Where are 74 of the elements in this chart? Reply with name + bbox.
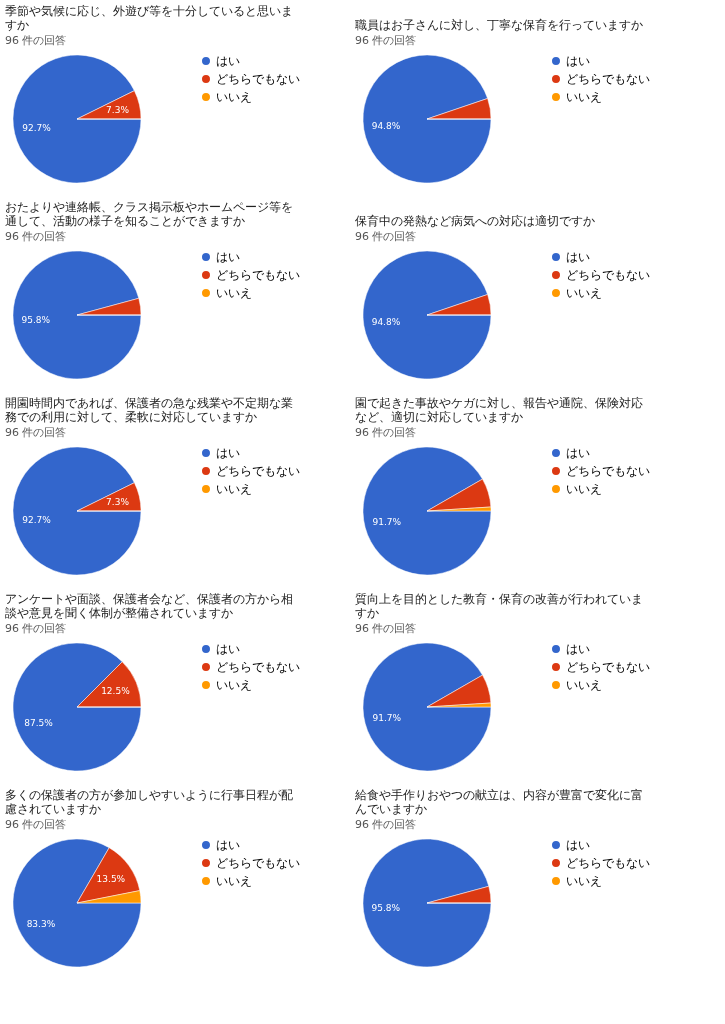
chart-subtitle: 96 件の回答 — [355, 230, 417, 243]
pie-slice — [362, 446, 492, 576]
legend-label: どちらでもない — [566, 856, 650, 870]
pie-slice — [12, 54, 142, 184]
data-label: 92.7% — [22, 123, 52, 134]
data-label: 91.7% — [372, 516, 402, 527]
chart-subtitle: 96 件の回答 — [5, 622, 67, 635]
chart-title: 園で起きた事故やケガに対し、報告や通院、保険対応など、適切に対応していますか — [355, 396, 643, 424]
pie-slice — [12, 446, 142, 576]
chart-title: 多くの保護者の方が参加しやすいように行事日程が配慮されていますか — [5, 788, 293, 816]
legend-label: いいえ — [216, 482, 252, 496]
chart-subtitle: 96 件の回答 — [5, 426, 67, 439]
legend-label: はい — [216, 250, 240, 264]
chart-subtitle: 96 件の回答 — [5, 818, 67, 831]
legend-label: どちらでもない — [566, 268, 650, 282]
chart-subtitle: 96 件の回答 — [5, 34, 67, 47]
legend-label: どちらでもない — [216, 72, 300, 86]
data-label: 94.8% — [371, 120, 401, 131]
legend-label: はい — [566, 54, 590, 68]
chart-subtitle: 96 件の回答 — [355, 426, 417, 439]
legend-label: はい — [216, 446, 240, 460]
legend-label: いいえ — [216, 286, 252, 300]
legend-label: いいえ — [216, 874, 252, 888]
chart-subtitle: 96 件の回答 — [355, 622, 417, 635]
legend-label: どちらでもない — [216, 660, 300, 674]
chart-title: 職員はお子さんに対し、丁寧な保育を行っていますか — [355, 18, 643, 32]
chart-subtitle: 96 件の回答 — [355, 34, 417, 47]
legend-label: どちらでもない — [216, 464, 300, 478]
chart-title: おたよりや連絡帳、クラス掲示板やホームページ等を通して、活動の様子を知ることができますか — [5, 200, 293, 228]
legend-label: いいえ — [566, 678, 602, 692]
pie-slice — [362, 838, 492, 968]
legend-label: はい — [566, 446, 590, 460]
legend-label: はい — [566, 838, 590, 852]
data-label: 13.5% — [96, 873, 126, 884]
data-label: 95.8% — [21, 315, 51, 326]
legend-label: はい — [216, 54, 240, 68]
legend-label: どちらでもない — [566, 72, 650, 86]
legend-label: どちらでもない — [216, 268, 300, 282]
legend-label: どちらでもない — [566, 464, 650, 478]
data-label: 91.7% — [372, 712, 402, 723]
chart-title: 質向上を目的とした教育・保育の改善が行われていますか — [355, 592, 643, 620]
pie-slice — [12, 250, 142, 380]
legend-label: いいえ — [216, 90, 252, 104]
legend-label: いいえ — [566, 286, 602, 300]
legend-label: はい — [566, 250, 590, 264]
chart-subtitle: 96 件の回答 — [355, 818, 417, 831]
data-label: 95.8% — [371, 903, 401, 914]
data-label: 92.7% — [22, 515, 52, 526]
legend-label: はい — [216, 838, 240, 852]
chart-title: 開園時間内であれば、保護者の急な残業や不定期な業務での利用に対して、柔軟に対応していますか — [5, 396, 293, 424]
data-label: 87.5% — [24, 717, 54, 728]
pie-slice — [12, 838, 142, 968]
chart-title: アンケートや面談、保護者会など、保護者の方から相談や意見を聞く体制が整備されていますか — [5, 592, 293, 620]
legend-label: はい — [566, 642, 590, 656]
chart-title: 給食や手作りおやつの献立は、内容が豊富で変化に富んでいますか — [354, 788, 643, 816]
data-label: 83.3% — [26, 918, 56, 929]
data-label: 94.8% — [371, 316, 401, 327]
legend-label: どちらでもない — [216, 856, 300, 870]
chart-title: 季節や気候に応じ、外遊び等を十分していると思いますか — [5, 4, 293, 32]
pie-slice — [362, 54, 492, 184]
pie-slice — [362, 642, 492, 772]
pie-slice — [362, 250, 492, 380]
data-label: 12.5% — [101, 686, 131, 697]
data-label: 7.3% — [106, 496, 130, 507]
legend-label: はい — [216, 642, 240, 656]
legend-label: いいえ — [216, 678, 252, 692]
legend-label: どちらでもない — [566, 660, 650, 674]
chart-subtitle: 96 件の回答 — [5, 230, 67, 243]
data-label: 7.3% — [106, 104, 130, 115]
pie-slice — [12, 642, 142, 772]
legend-label: いいえ — [566, 874, 602, 888]
legend-label: いいえ — [566, 482, 602, 496]
legend-label: いいえ — [566, 90, 602, 104]
chart-title: 保育中の発熱など病気への対応は適切ですか — [355, 214, 595, 228]
